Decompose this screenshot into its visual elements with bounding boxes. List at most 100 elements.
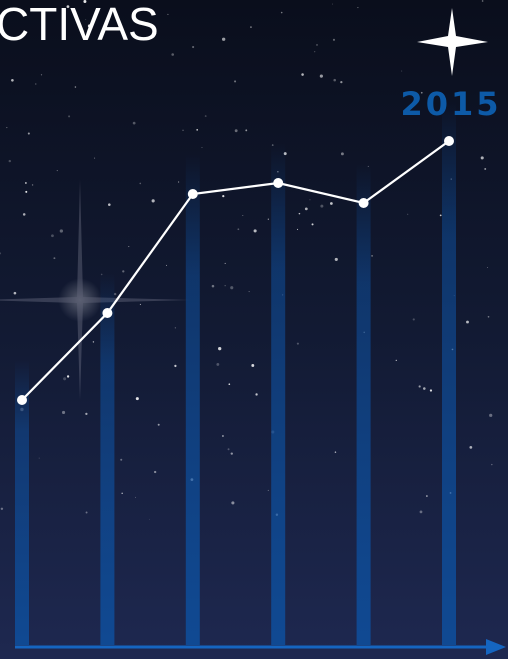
star [296,342,299,345]
star [166,264,168,266]
star [237,228,240,231]
star [439,214,442,217]
star [167,13,169,15]
star [174,364,177,368]
star [27,132,30,135]
star [489,413,493,417]
star [491,463,493,466]
star [92,341,95,343]
star [174,327,176,329]
star [481,0,484,2]
star [135,496,136,498]
star [227,448,230,451]
star [25,190,28,193]
x-axis-arrow [486,639,506,655]
star [216,363,220,366]
star [63,377,67,381]
column [356,163,371,645]
star [83,0,87,4]
star [139,182,142,185]
star [484,167,487,170]
star-icon [417,8,488,76]
point [273,178,284,188]
star [334,451,337,453]
star [94,157,96,159]
star [221,434,224,437]
star [301,73,304,76]
star [153,470,157,474]
star [196,129,198,131]
star [13,291,17,295]
star [466,320,469,324]
star [61,410,66,415]
star [334,257,338,261]
star [56,170,58,172]
star [298,212,301,215]
star [230,452,233,455]
point [444,136,454,146]
sparkle [0,180,190,400]
category-label: 2015 [400,85,501,123]
star [420,91,423,94]
star [314,51,316,53]
plot: 2015 [17,85,501,405]
star [487,315,490,318]
line [21,140,450,401]
star [400,70,403,72]
star [419,510,423,514]
star [192,45,195,49]
star [297,228,299,230]
star [469,446,473,449]
column [100,273,115,645]
star [332,38,336,41]
point [358,198,369,208]
star [201,147,203,148]
star [204,115,207,117]
star [108,203,111,206]
star [230,286,234,290]
star [132,121,136,125]
star [224,285,226,287]
star [0,507,4,510]
star [319,74,323,78]
star [22,213,26,216]
column [271,143,286,645]
star [85,511,88,514]
columns [15,101,456,645]
star [222,195,225,198]
star [178,181,180,183]
star [87,24,92,28]
column [185,154,200,645]
column [442,101,456,645]
chart-title: CTIVAS [0,0,159,50]
star [182,129,184,132]
star [330,202,333,205]
star [113,292,117,296]
star [139,303,141,305]
point [102,308,113,318]
star [316,43,318,46]
star [311,223,314,226]
star [407,213,409,215]
star [412,318,415,321]
star [242,215,244,217]
star [6,127,8,129]
star [66,375,70,378]
column [15,360,29,645]
star [425,495,428,497]
star [31,184,34,186]
star [423,387,426,390]
star [151,199,155,203]
star [340,81,343,84]
star [122,270,125,273]
star [251,364,255,367]
star [0,252,2,255]
star [66,5,70,8]
star [85,412,88,416]
star [253,229,257,233]
star [357,7,359,9]
star [11,78,14,82]
star [135,397,139,401]
